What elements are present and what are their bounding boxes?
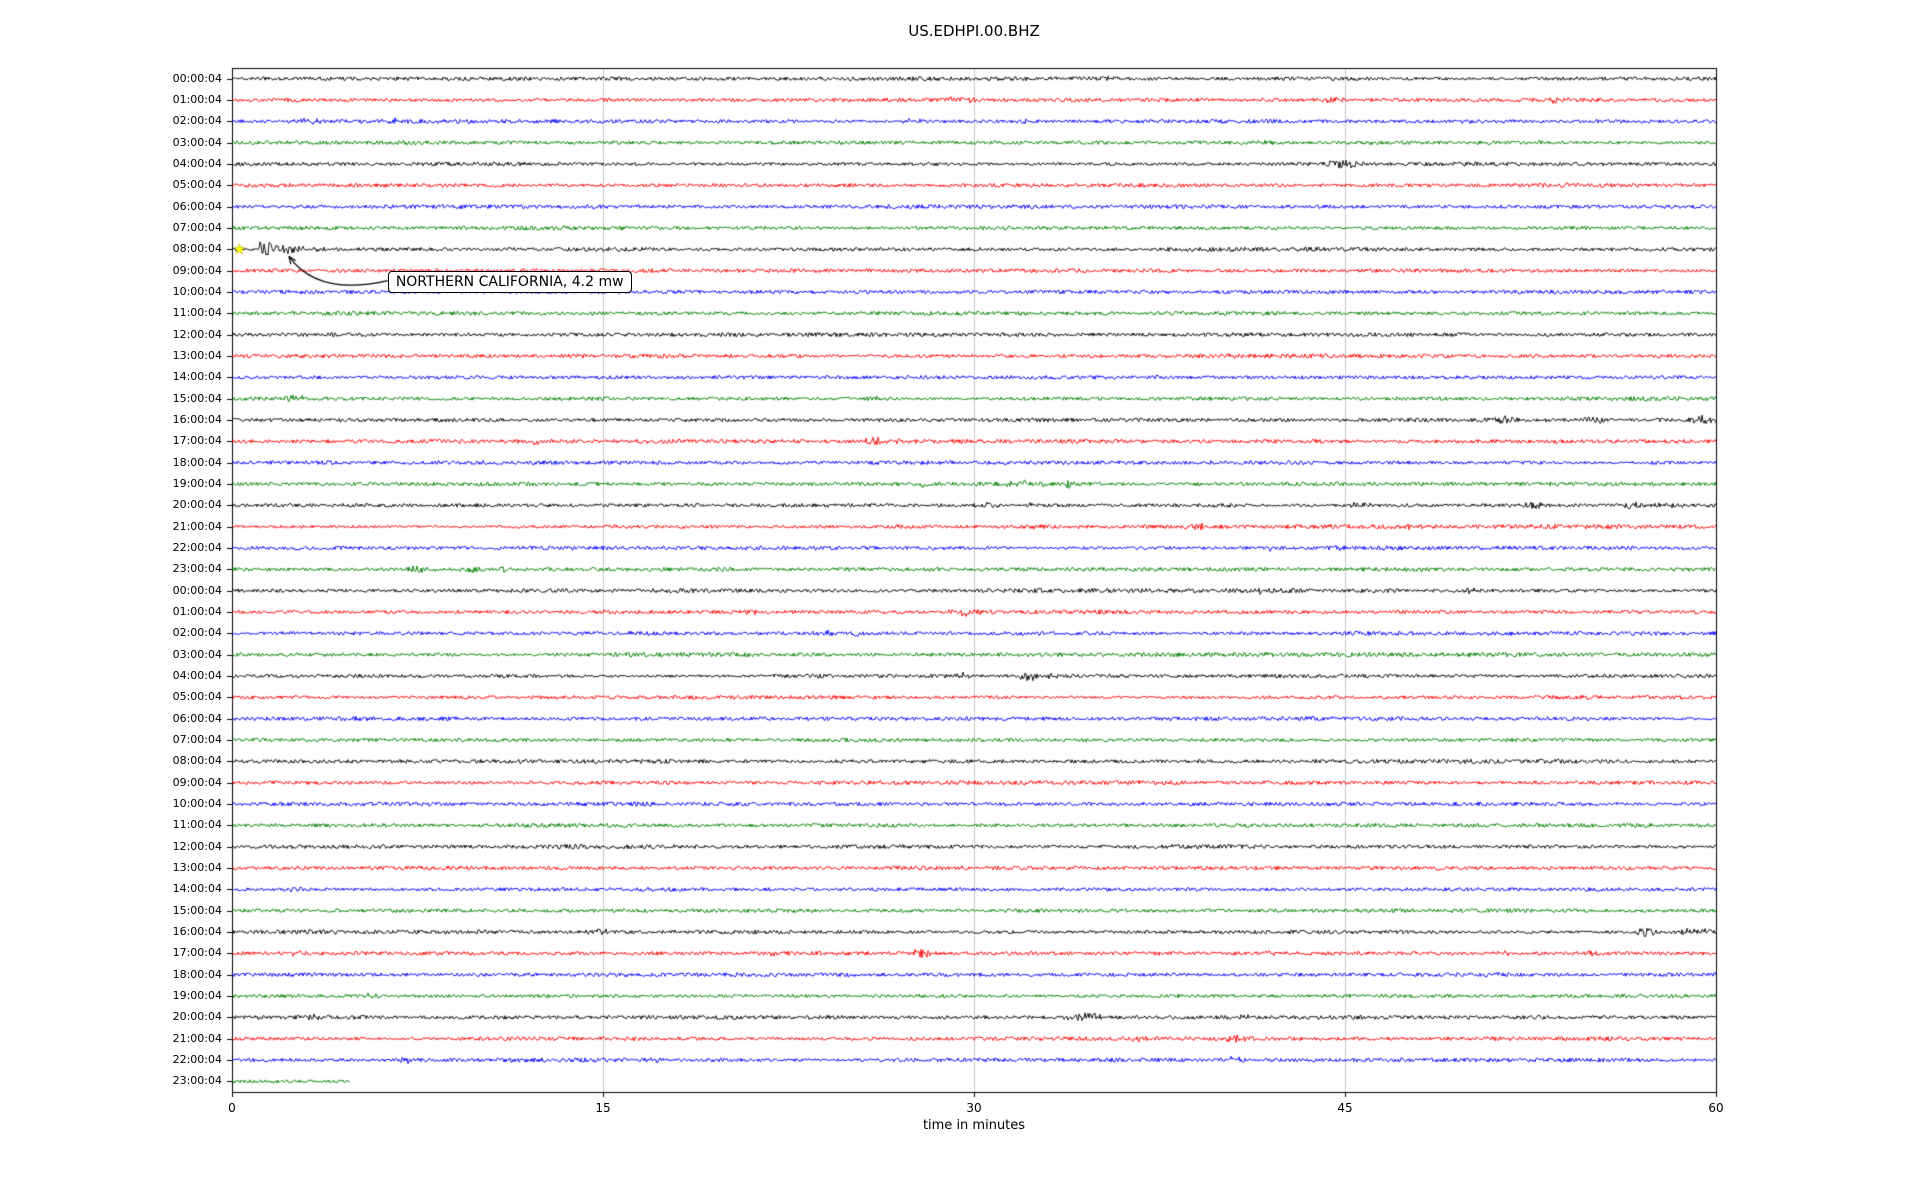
row-label: 02:00:04 [172,114,222,128]
row-label: 18:00:04 [172,967,222,981]
row-label: 08:00:04 [172,242,222,256]
row-label: 19:00:04 [172,477,222,490]
row-label: 14:00:04 [172,882,222,896]
row-label: 16:00:04 [172,413,222,426]
row-label: 10:00:04 [172,285,222,298]
row-label: 15:00:04 [172,391,222,405]
x-tick-label: 0 [228,1101,236,1115]
plot-title: US.EDHPI.00.BHZ [908,22,1040,40]
x-tick-label: 45 [1337,1101,1353,1115]
row-label: 05:00:04 [172,178,222,192]
row-label: 13:00:04 [172,861,222,874]
row-label: 06:00:04 [172,711,222,725]
row-label: 14:00:04 [172,370,222,384]
row-label: 03:00:04 [172,647,222,661]
row-label: 03:00:04 [172,135,222,149]
row-label: 23:00:04 [172,1074,222,1088]
row-label: 04:00:04 [172,669,222,682]
row-label: 17:00:04 [172,946,222,960]
row-label: 23:00:04 [172,562,222,576]
row-label: 19:00:04 [172,989,222,1002]
row-label: 20:00:04 [172,1010,222,1024]
row-label: 09:00:04 [172,263,222,277]
x-tick-label: 30 [966,1101,982,1115]
row-label: 11:00:04 [172,818,222,832]
row-label: 07:00:04 [172,733,222,746]
x-axis-label: time in minutes [922,1118,1026,1133]
x-tick-label: 15 [595,1101,611,1115]
row-label: 09:00:04 [172,775,222,789]
row-label: 13:00:04 [172,349,222,362]
row-label: 21:00:04 [172,1031,222,1045]
row-label: 17:00:04 [172,434,222,448]
row-label: 07:00:04 [172,221,222,234]
row-label: 00:00:04 [172,71,222,85]
x-tick-label: 60 [1708,1101,1724,1115]
row-label: 16:00:04 [172,925,222,938]
row-label: 01:00:04 [172,93,222,106]
row-label: 08:00:04 [172,754,222,768]
row-label: 22:00:04 [172,1053,222,1066]
row-label: 20:00:04 [172,498,222,512]
row-label: 22:00:04 [172,541,222,554]
row-label: 01:00:04 [172,605,222,618]
row-label: 21:00:04 [172,519,222,533]
row-label: 00:00:04 [172,583,222,597]
row-label: 11:00:04 [172,306,222,320]
row-label: 05:00:04 [172,690,222,704]
row-label: 15:00:04 [172,903,222,917]
row-label: 18:00:04 [172,455,222,469]
event-annotation: NORTHERN CALIFORNIA, 4.2 mw [387,270,632,293]
row-label: 04:00:04 [172,157,222,170]
row-label: 12:00:04 [172,839,222,853]
row-label: 02:00:04 [172,626,222,640]
row-label: 06:00:04 [172,199,222,213]
row-label: 12:00:04 [172,327,222,341]
row-label: 10:00:04 [172,797,222,810]
